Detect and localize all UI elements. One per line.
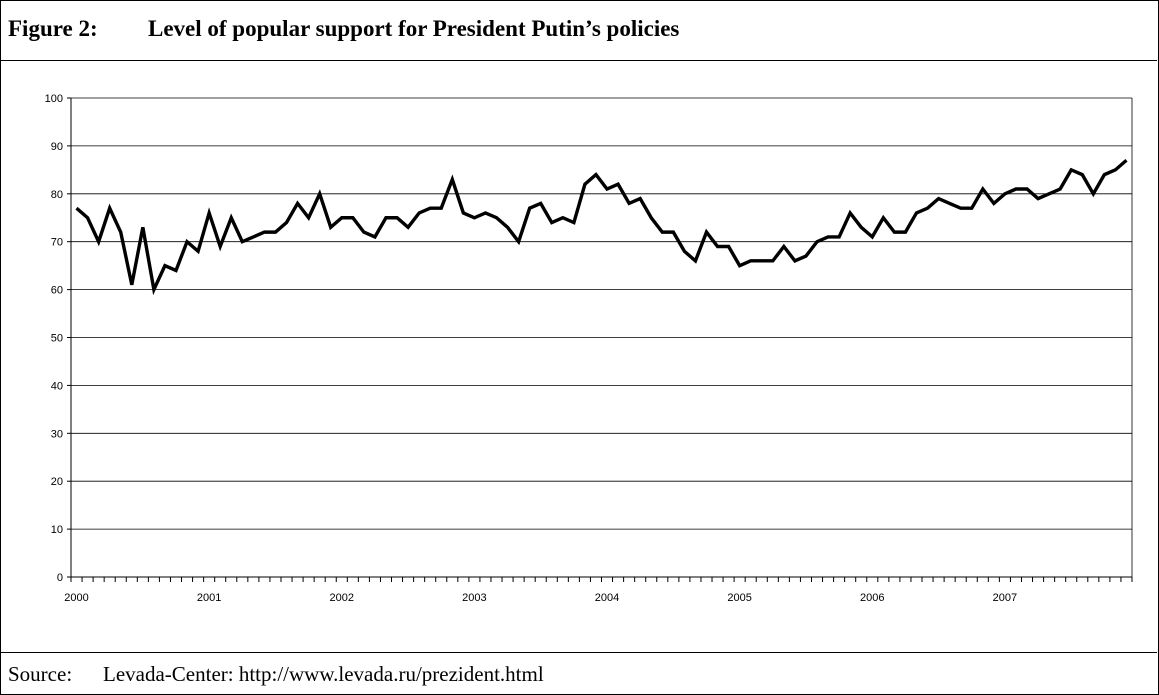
chart-title: Level of popular support for President P… bbox=[148, 16, 680, 41]
x-tick-label: 2000 bbox=[64, 592, 88, 604]
y-tick-label: 0 bbox=[57, 572, 63, 584]
x-tick-label: 2005 bbox=[727, 592, 751, 604]
figure-number: Figure 2: bbox=[8, 16, 98, 41]
y-tick-label: 50 bbox=[51, 333, 63, 345]
source-row: Source: Levada-Center: http://www.levada… bbox=[0, 652, 1157, 694]
y-axis-labels: 0 10 20 30 40 50 60 70 80 90 100 bbox=[45, 93, 63, 584]
source-label: Source: bbox=[8, 662, 73, 686]
x-tick-label: 2001 bbox=[197, 592, 221, 604]
x-tick-label: 2003 bbox=[462, 592, 486, 604]
x-axis-labels: 2000 2001 2002 2003 2004 2005 2006 2007 bbox=[64, 592, 1017, 604]
y-tick-label: 60 bbox=[51, 285, 63, 297]
y-tick-label: 90 bbox=[51, 141, 63, 153]
x-tick-label: 2004 bbox=[595, 592, 619, 604]
y-tick-label: 30 bbox=[51, 428, 63, 440]
source-text: Levada-Center: http://www.levada.ru/prez… bbox=[103, 662, 544, 686]
y-tick-label: 100 bbox=[45, 93, 63, 105]
series-group bbox=[75, 158, 1128, 296]
y-tick-label: 40 bbox=[51, 380, 63, 392]
y-tick-label: 80 bbox=[51, 189, 63, 201]
y-tick-label: 10 bbox=[51, 524, 63, 536]
y-tick-label: 70 bbox=[51, 237, 63, 249]
axes bbox=[67, 97, 1133, 582]
x-tick-label: 2006 bbox=[860, 592, 884, 604]
y-tick-label: 20 bbox=[51, 476, 63, 488]
figure-header: Figure 2: Level of popular support for P… bbox=[0, 0, 1157, 61]
series-line bbox=[75, 158, 1128, 296]
x-tick-label: 2002 bbox=[330, 592, 354, 604]
x-tick-label: 2007 bbox=[993, 592, 1017, 604]
gridlines bbox=[71, 97, 1132, 530]
